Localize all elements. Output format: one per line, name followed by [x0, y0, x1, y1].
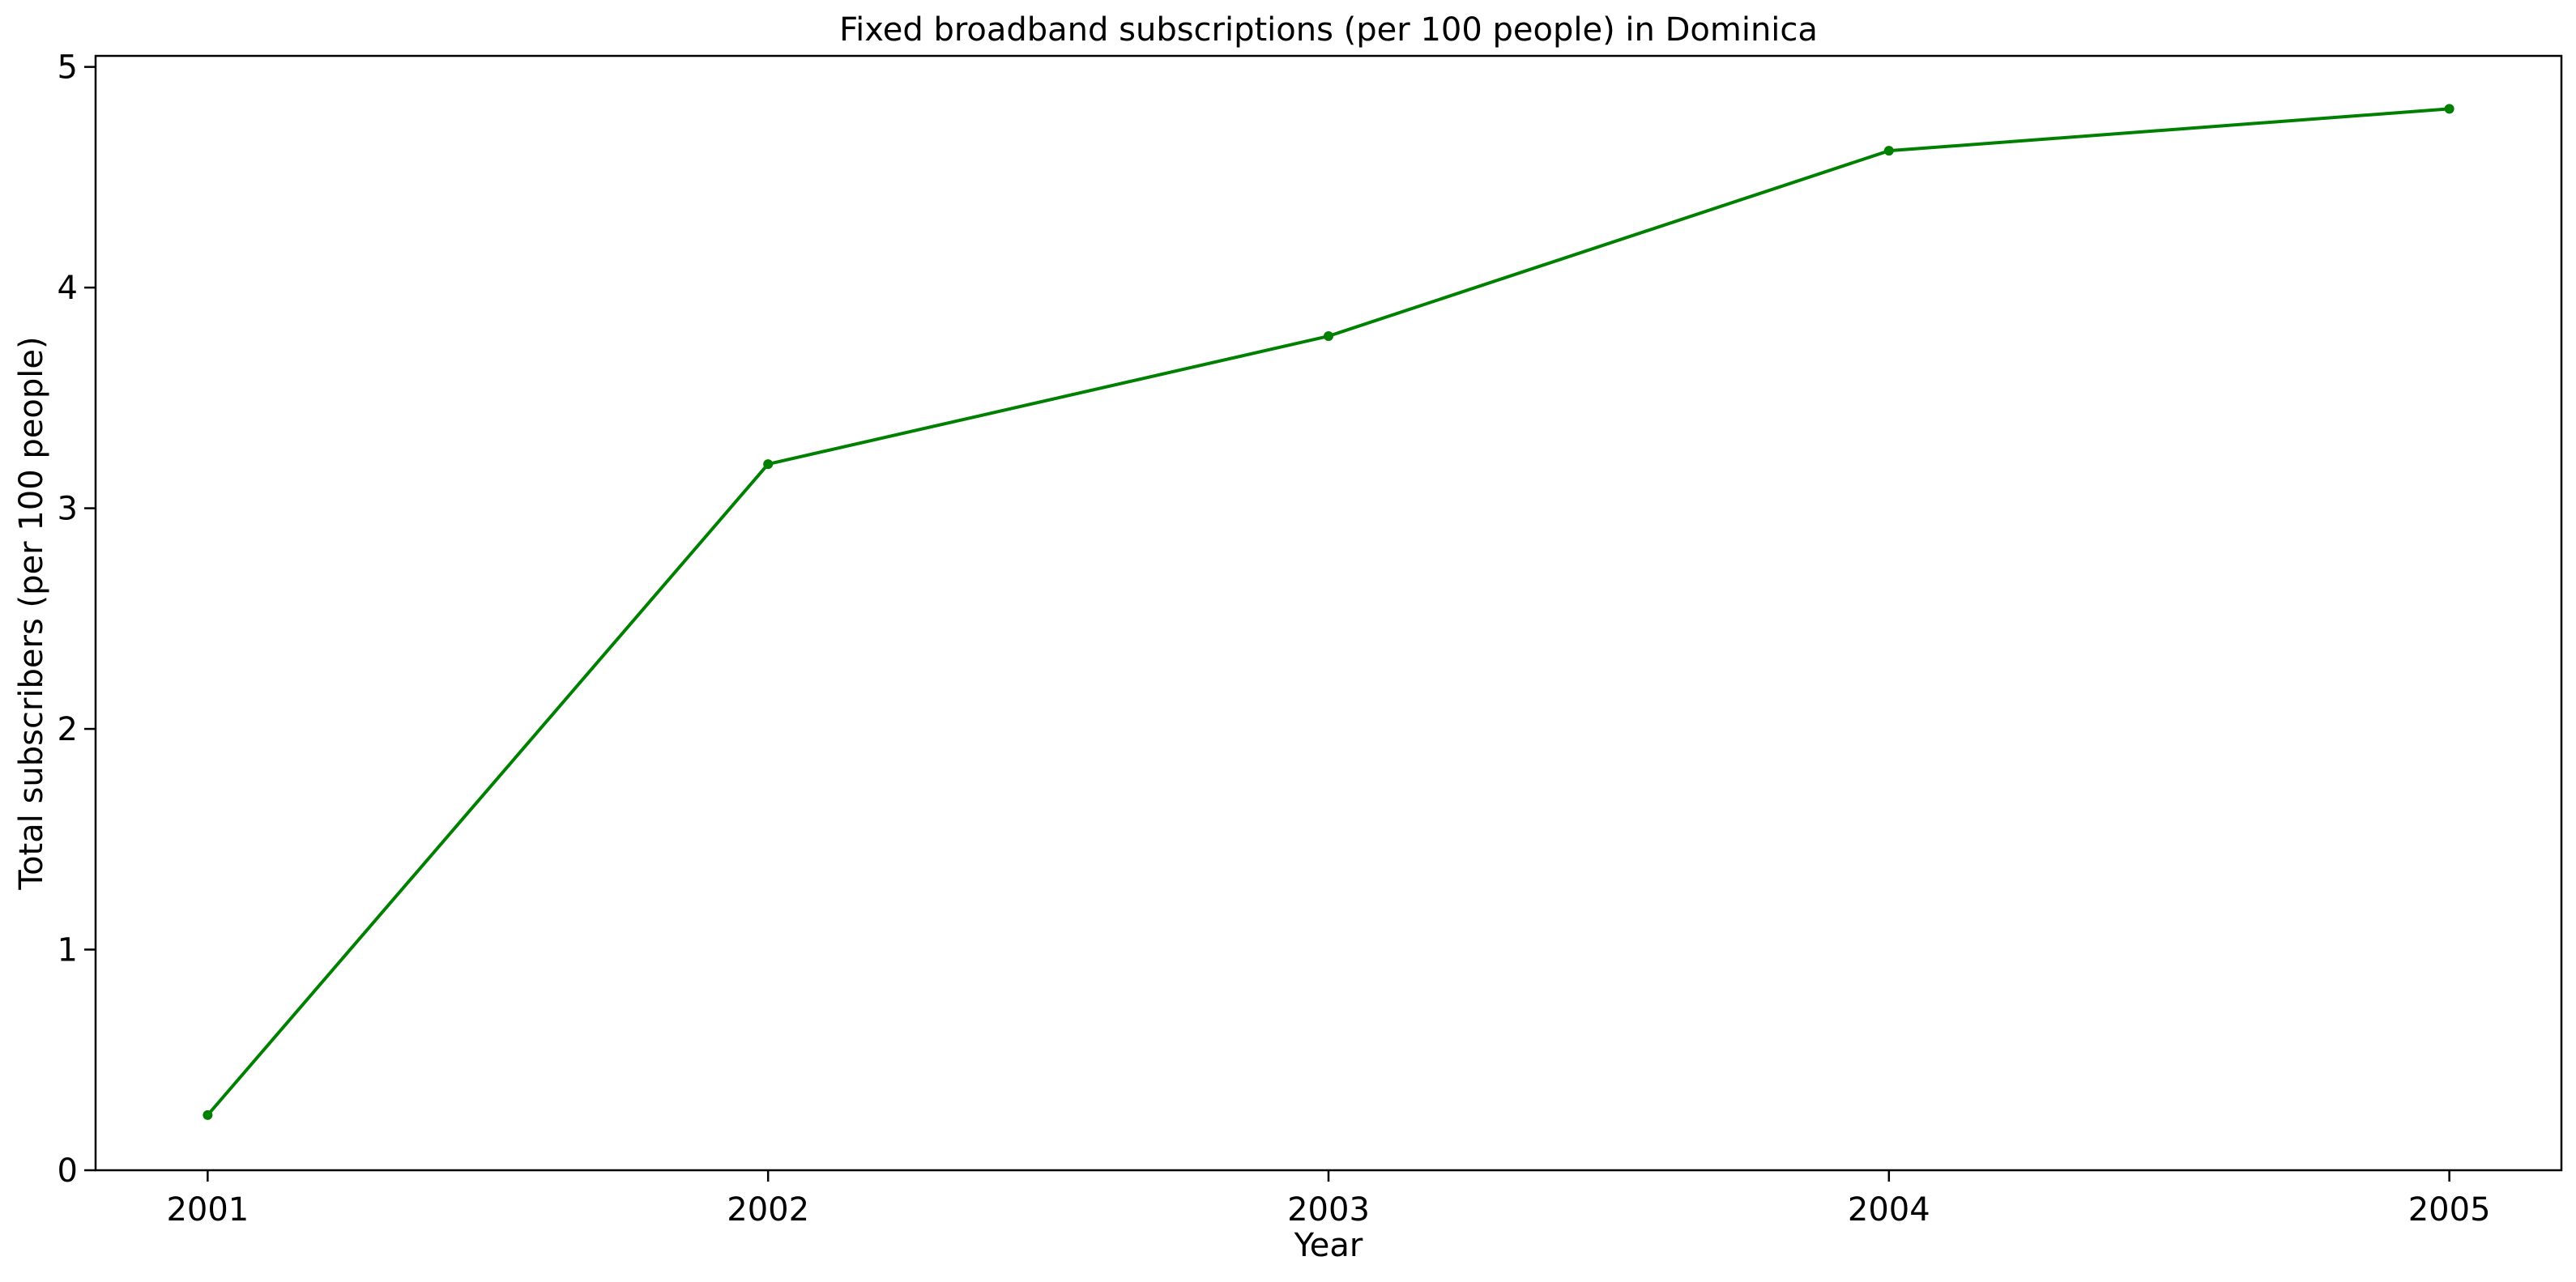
y-tick-label: 1 [58, 932, 78, 969]
y-tick-label: 0 [58, 1152, 78, 1190]
x-tick-label: 2004 [1848, 1191, 1930, 1229]
data-point [203, 1110, 213, 1120]
x-axis-label: Year [1294, 1227, 1363, 1264]
data-point [763, 459, 774, 470]
x-tick-label: 2005 [2408, 1191, 2491, 1229]
y-tick-label: 5 [58, 49, 78, 87]
data-point [2444, 104, 2454, 114]
y-tick-label: 3 [58, 491, 78, 528]
x-tick-label: 2001 [166, 1191, 249, 1229]
x-tick-label: 2003 [1287, 1191, 1370, 1229]
marks-layer: 0 1 2 3 4 5 2001 2002 2003 2004 2005 [58, 49, 2491, 1229]
data-point [1883, 146, 1894, 156]
data-point [1324, 331, 1333, 342]
y-tick-label: 2 [58, 711, 78, 748]
y-tick-label: 4 [58, 270, 78, 307]
y-axis-label: Total subscribers (per 100 people) [13, 336, 50, 890]
chart-title: Fixed broadband subscriptions (per 100 p… [839, 11, 1818, 49]
plot-frame [94, 54, 2563, 1172]
series-line [206, 107, 2450, 1117]
x-tick-label: 2002 [727, 1191, 809, 1229]
